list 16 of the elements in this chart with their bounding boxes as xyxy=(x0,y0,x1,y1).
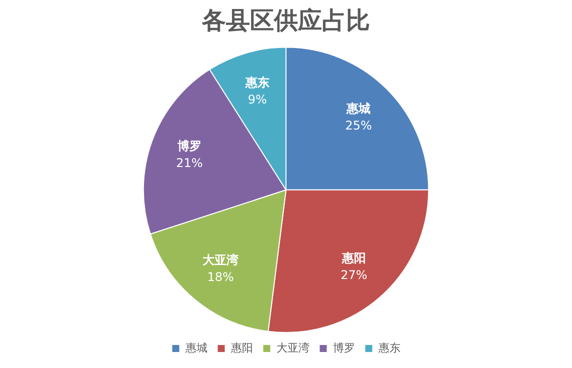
legend-label: 大亚湾 xyxy=(276,341,310,354)
slice-label: 惠东 xyxy=(244,75,270,90)
data-label: 25% xyxy=(345,118,372,132)
legend-label: 惠东 xyxy=(377,341,400,354)
legend-label: 惠城 xyxy=(184,341,208,354)
slice-label: 博罗 xyxy=(176,139,202,154)
chart-title: 各县区供应占比 xyxy=(201,6,370,35)
slice-label: 惠城 xyxy=(346,101,371,116)
data-label: 9% xyxy=(248,92,267,106)
legend-label: 博罗 xyxy=(332,341,355,354)
data-label: 18% xyxy=(207,270,234,284)
slice-label: 惠阳 xyxy=(340,251,366,266)
data-label: 21% xyxy=(176,156,203,170)
slice-label: 大亚湾 xyxy=(202,253,239,268)
legend-label: 惠阳 xyxy=(230,341,253,354)
data-label: 27% xyxy=(340,268,368,282)
